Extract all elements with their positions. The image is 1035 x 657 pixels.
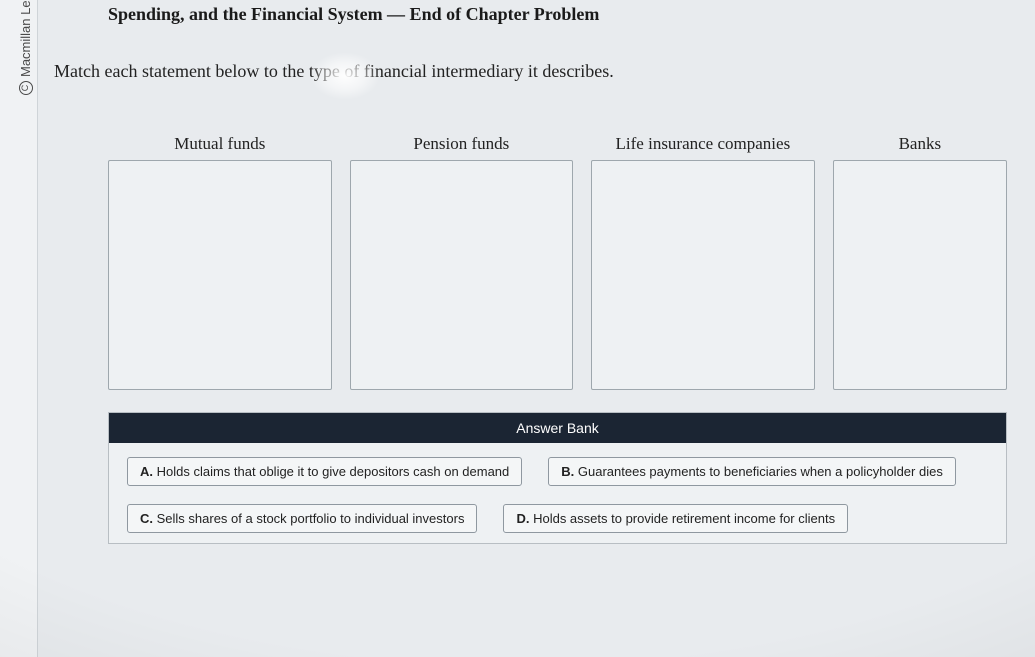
dropzone-box[interactable] <box>833 160 1007 390</box>
dropzone-label: Mutual funds <box>174 134 265 154</box>
option-letter: A. <box>140 464 153 479</box>
content-area: Spending, and the Financial System — End… <box>38 0 1035 544</box>
dropzone-banks: Banks <box>833 134 1007 390</box>
answer-option-a[interactable]: A. Holds claims that oblige it to give d… <box>127 457 522 486</box>
answer-bank-title: Answer Bank <box>109 413 1006 443</box>
dropzone-mutual-funds: Mutual funds <box>108 134 332 390</box>
dropzone-box[interactable] <box>591 160 815 390</box>
copyright-icon: C <box>19 81 33 95</box>
dropzone-label: Life insurance companies <box>616 134 791 154</box>
dropzone-box[interactable] <box>108 160 332 390</box>
copyright-text: C Macmillan Learni <box>18 0 33 95</box>
option-letter: D. <box>516 511 529 526</box>
dropzone-pension-funds: Pension funds <box>350 134 574 390</box>
option-text: Sells shares of a stock portfolio to ind… <box>157 511 465 526</box>
answer-option-c[interactable]: C. Sells shares of a stock portfolio to … <box>127 504 477 533</box>
option-text: Holds claims that oblige it to give depo… <box>157 464 510 479</box>
answer-row: C. Sells shares of a stock portfolio to … <box>127 504 988 533</box>
copyright-rail: C Macmillan Learni <box>0 0 38 657</box>
page-title: Spending, and the Financial System — End… <box>108 4 1017 25</box>
copyright-label: Macmillan Learni <box>18 0 33 77</box>
answer-row: A. Holds claims that oblige it to give d… <box>127 457 988 486</box>
answer-bank-body: A. Holds claims that oblige it to give d… <box>109 443 1006 543</box>
dropzone-row: Mutual funds Pension funds Life insuranc… <box>48 134 1017 390</box>
option-text: Holds assets to provide retirement incom… <box>533 511 835 526</box>
option-letter: B. <box>561 464 574 479</box>
dropzone-label: Pension funds <box>413 134 509 154</box>
dropzone-life-insurance: Life insurance companies <box>591 134 815 390</box>
answer-option-d[interactable]: D. Holds assets to provide retirement in… <box>503 504 848 533</box>
answer-bank: Answer Bank A. Holds claims that oblige … <box>108 412 1007 544</box>
answer-option-b[interactable]: B. Guarantees payments to beneficiaries … <box>548 457 956 486</box>
option-letter: C. <box>140 511 153 526</box>
dropzone-box[interactable] <box>350 160 574 390</box>
option-text: Guarantees payments to beneficiaries whe… <box>578 464 943 479</box>
instruction-text: Match each statement below to the type o… <box>54 61 1017 82</box>
dropzone-label: Banks <box>899 134 942 154</box>
